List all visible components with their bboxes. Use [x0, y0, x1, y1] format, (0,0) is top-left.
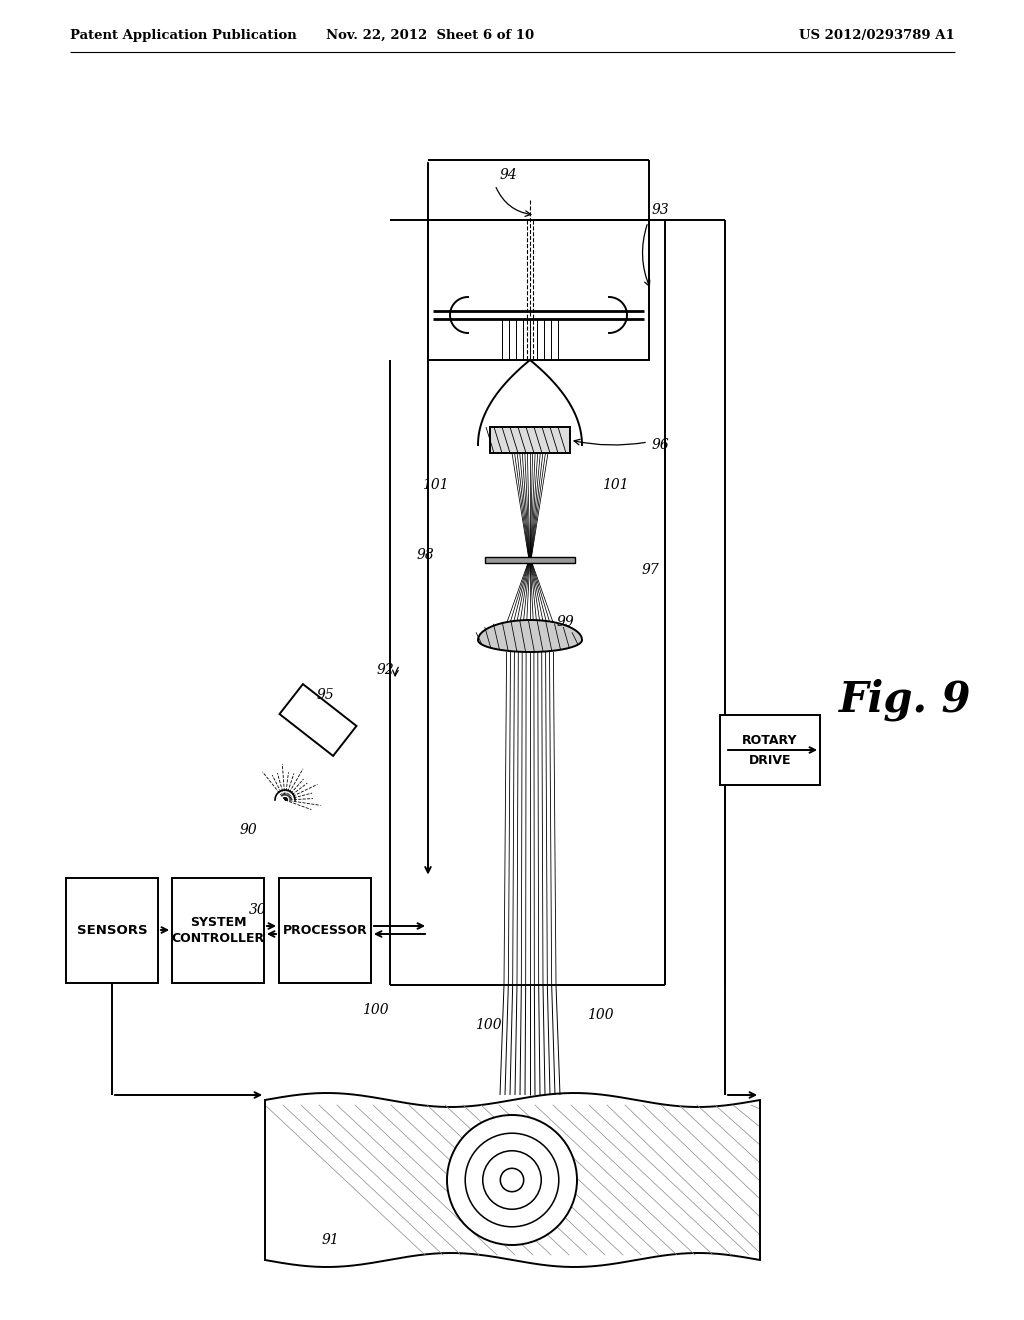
- Text: 94: 94: [499, 168, 517, 182]
- Text: 100: 100: [475, 1018, 502, 1032]
- Text: Nov. 22, 2012  Sheet 6 of 10: Nov. 22, 2012 Sheet 6 of 10: [326, 29, 535, 41]
- Text: 95: 95: [316, 688, 334, 702]
- Bar: [720, 715, 820, 785]
- Text: US 2012/0293789 A1: US 2012/0293789 A1: [800, 29, 955, 41]
- Text: Patent Application Publication: Patent Application Publication: [70, 29, 297, 41]
- Text: Fig. 9: Fig. 9: [839, 678, 971, 721]
- Text: 30: 30: [249, 903, 267, 917]
- Text: 93: 93: [651, 203, 669, 216]
- Text: 97: 97: [641, 564, 658, 577]
- Bar: [485, 557, 575, 564]
- Text: 96: 96: [651, 438, 669, 451]
- Text: 98: 98: [416, 548, 434, 562]
- Text: PROCESSOR: PROCESSOR: [283, 924, 368, 936]
- Text: 92: 92: [376, 663, 394, 677]
- Text: SYSTEM: SYSTEM: [189, 916, 246, 928]
- Text: 99: 99: [556, 615, 573, 630]
- Text: 100: 100: [361, 1003, 388, 1016]
- Polygon shape: [280, 684, 356, 756]
- Bar: [66, 878, 158, 982]
- Text: 101: 101: [602, 478, 629, 492]
- Circle shape: [447, 1115, 577, 1245]
- Text: 91: 91: [322, 1233, 339, 1247]
- Text: CONTROLLER: CONTROLLER: [171, 932, 264, 945]
- Polygon shape: [478, 620, 582, 652]
- Bar: [490, 426, 570, 453]
- Bar: [172, 878, 264, 982]
- Text: 100: 100: [587, 1008, 613, 1022]
- Text: SENSORS: SENSORS: [77, 924, 147, 936]
- Bar: [428, 220, 649, 360]
- Text: 90: 90: [240, 822, 257, 837]
- Bar: [279, 878, 371, 982]
- Text: DRIVE: DRIVE: [749, 754, 792, 767]
- Text: 101: 101: [422, 478, 449, 492]
- Text: ROTARY: ROTARY: [742, 734, 798, 747]
